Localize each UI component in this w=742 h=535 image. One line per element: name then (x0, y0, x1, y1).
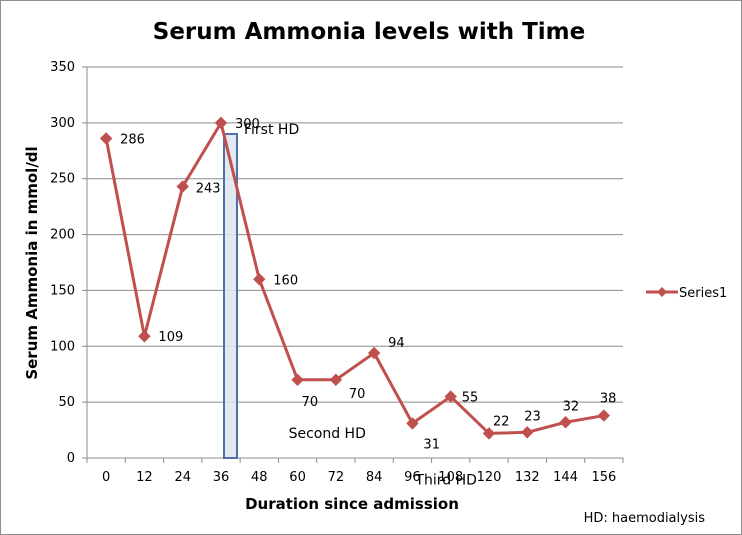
y-tick-label-350: 350 (50, 60, 75, 75)
data-label-36: 300 (235, 117, 260, 132)
footnote: HD: haemodialysis (584, 511, 706, 526)
x-tick-label-24: 24 (174, 470, 191, 485)
legend: Series1 (646, 286, 727, 301)
first-hd-highlight-box (223, 133, 238, 459)
x-tick-label-12: 12 (136, 470, 153, 485)
annotations: First HD Second HD Third HD (244, 122, 477, 489)
x-tick-label-120: 120 (477, 470, 502, 485)
data-label-48: 160 (273, 273, 298, 288)
data-label-96: 31 (423, 437, 440, 452)
x-tick-label-108: 108 (438, 470, 463, 485)
data-point-156 (597, 409, 611, 422)
legend-marker (657, 287, 667, 297)
highlight-box-group (223, 133, 238, 459)
annotation-2: Second HD (289, 426, 366, 442)
y-tick-label-50: 50 (58, 395, 75, 410)
x-tick-label-156: 156 (591, 470, 616, 485)
annotation-1: First HD (244, 122, 299, 138)
gridlines (87, 66, 623, 403)
x-tick-label-36: 36 (213, 470, 230, 485)
y-tick-label-250: 250 (50, 172, 75, 187)
x-tick-label-132: 132 (515, 470, 540, 485)
data-point-48 (253, 273, 266, 286)
annotation-3: Third HD (414, 472, 476, 488)
data-point-12 (138, 330, 151, 343)
data-point-108 (444, 390, 457, 403)
x-tick-label-96: 96 (404, 470, 421, 485)
data-label-84: 94 (388, 336, 405, 351)
x-tick-label-72: 72 (328, 470, 345, 485)
x-tick-label-48: 48 (251, 470, 268, 485)
data-point-132 (521, 426, 534, 439)
data-label-0: 286 (120, 132, 145, 147)
chart-title: Serum Ammonia levels with Time (153, 19, 585, 45)
data-point-36 (214, 116, 228, 130)
data-labels: 286 109 243 300 160 70 70 94 31 55 22 23 32 38 (120, 117, 616, 453)
data-label-120: 22 (493, 414, 510, 429)
y-tick-label-300: 300 (50, 116, 75, 131)
data-point-144 (559, 416, 572, 429)
data-point-0 (99, 132, 113, 145)
data-point-120 (482, 427, 496, 440)
data-point-96 (406, 417, 419, 430)
x-tick-label-0: 0 (102, 470, 110, 485)
x-tick-label-60: 60 (289, 470, 306, 485)
data-label-12: 109 (158, 330, 183, 345)
series-line (104, 121, 605, 435)
data-point-72 (329, 373, 343, 387)
x-tick-label-144: 144 (553, 470, 578, 485)
y-tick-label-200: 200 (50, 228, 75, 243)
data-label-144: 32 (563, 399, 580, 414)
data-label-132: 23 (524, 409, 541, 424)
y-tick-label-150: 150 (50, 283, 75, 298)
data-point-24 (176, 180, 189, 193)
data-label-108: 55 (462, 391, 479, 406)
series-group (99, 116, 611, 440)
data-label-24: 243 (196, 182, 221, 197)
data-point-60 (291, 373, 304, 387)
data-label-156: 38 (600, 392, 617, 407)
data-point-84 (367, 346, 381, 360)
axes: 0 50 100 150 200 250 300 350 0 12 24 36 48 60 72 84 96 10… (50, 60, 624, 485)
data-label-72: 70 (349, 387, 366, 402)
y-tick-label-100: 100 (50, 339, 75, 354)
legend-label: Series1 (679, 286, 727, 301)
data-label-60: 70 (302, 395, 319, 410)
y-tick-label-0: 0 (67, 451, 75, 466)
y-axis-title: Serum Ammonia in mmol/dl (23, 146, 41, 379)
x-tick-label-84: 84 (366, 470, 383, 485)
x-axis-title: Duration since admission (245, 495, 459, 513)
